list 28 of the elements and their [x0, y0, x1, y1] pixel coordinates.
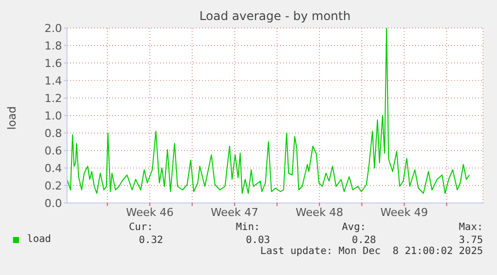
- text: Last update: Mon Dec 8 21:00:02 2025: [260, 246, 483, 257]
- y-tick-label: 0.4: [44, 162, 62, 175]
- x-tick-label: Week 46: [126, 206, 174, 219]
- line-series: [67, 28, 470, 194]
- x-tick-label: Week 49: [380, 206, 428, 219]
- text: 0.32: [138, 235, 163, 246]
- y-tick-label: 1.8: [44, 39, 62, 52]
- y-tick-label: 0.6: [44, 144, 62, 158]
- y-tick-label: 2.0: [44, 22, 62, 35]
- x-tick-label: Week 48: [296, 206, 344, 219]
- y-tick-label: 1.6: [44, 56, 62, 70]
- text: 0.03: [244, 235, 270, 246]
- text: Cur:: [128, 222, 154, 233]
- y-tick-label: 0.0: [44, 196, 62, 210]
- text: Avg:: [342, 222, 367, 233]
- y-tick-label: 0.8: [44, 126, 62, 140]
- text: Max:: [458, 222, 483, 233]
- x-tick-label: Week 47: [210, 206, 258, 219]
- y-tick-label: 1.2: [44, 92, 62, 105]
- y-tick-label: 1.4: [44, 74, 62, 88]
- y-tick-label: 1.0: [44, 109, 62, 122]
- legend-label: load: [26, 234, 52, 245]
- text: 0.28: [350, 235, 376, 246]
- text: 3.75: [458, 235, 483, 246]
- y-tick-label: 0.2: [44, 179, 62, 192]
- text: Min:: [236, 222, 261, 233]
- y-axis-title: load: [6, 106, 18, 130]
- chart-title: Load average - by month: [198, 9, 352, 23]
